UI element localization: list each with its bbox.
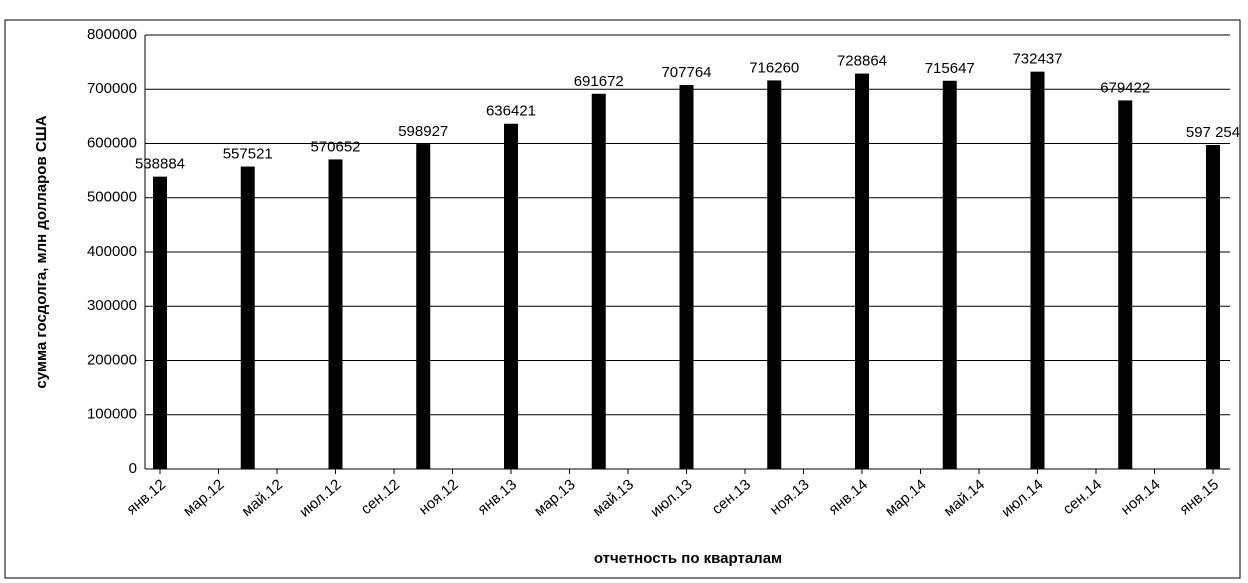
value-label: 557521 xyxy=(223,146,273,163)
y-tick-label: 800000 xyxy=(87,26,137,43)
value-label: 707764 xyxy=(661,64,711,81)
bar xyxy=(942,80,957,469)
value-label: 691672 xyxy=(574,73,624,90)
y-tick-label: 700000 xyxy=(87,80,137,97)
y-axis-title: сумма госдолга, млн долларов США xyxy=(33,115,50,388)
y-tick-label: 500000 xyxy=(87,189,137,206)
y-tick-label: 300000 xyxy=(87,297,137,314)
bar xyxy=(504,123,518,469)
value-label: 716260 xyxy=(749,59,799,76)
value-label: 538884 xyxy=(135,156,185,173)
bar xyxy=(328,159,343,469)
bar xyxy=(1030,71,1045,470)
value-label: 598927 xyxy=(398,123,448,140)
bar xyxy=(855,73,869,469)
value-label: 679422 xyxy=(1100,79,1150,96)
bar xyxy=(767,80,782,469)
y-tick-label: 0 xyxy=(129,460,137,477)
y-tick-label: 400000 xyxy=(87,243,137,260)
bar xyxy=(416,144,431,470)
y-tick-label: 200000 xyxy=(87,351,137,368)
value-label: 732437 xyxy=(1012,51,1062,68)
bar xyxy=(1206,144,1220,470)
bar xyxy=(591,93,606,469)
x-axis-title: отчетность по кварталам xyxy=(594,550,782,567)
value-label: 715647 xyxy=(925,60,975,77)
y-tick-label: 100000 xyxy=(87,406,137,423)
value-label: 636421 xyxy=(486,103,536,120)
value-label: 570652 xyxy=(310,138,360,155)
bar xyxy=(240,166,255,469)
y-tick-label: 600000 xyxy=(87,134,137,151)
bar xyxy=(679,85,694,470)
bar xyxy=(153,176,167,469)
bar xyxy=(1118,100,1133,469)
value-label: 597 254 xyxy=(1186,124,1240,141)
value-label: 728864 xyxy=(837,53,887,70)
